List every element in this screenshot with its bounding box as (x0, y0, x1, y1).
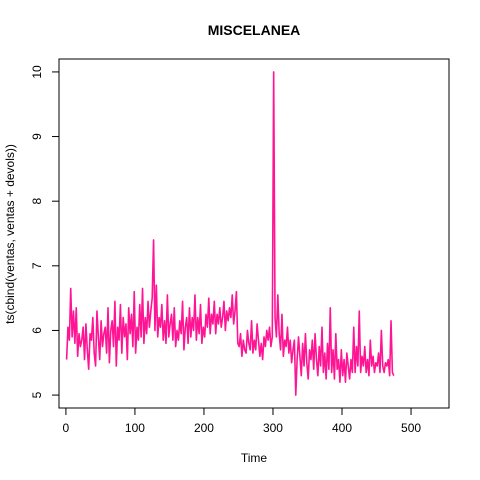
chart-title: MISCELANEA (208, 22, 301, 38)
series-line-1 (65, 71, 395, 396)
y-axis: 5 6 7 8 9 10 (30, 65, 60, 398)
y-tick-label: 9 (30, 133, 44, 140)
y-tick-label: 5 (30, 391, 44, 398)
x-tick-label: 200 (194, 421, 214, 435)
y-tick-label: 8 (30, 198, 44, 205)
x-tick-label: 100 (125, 421, 145, 435)
x-tick-label: 0 (63, 421, 70, 435)
series-layer (65, 71, 395, 396)
y-tick-label: 6 (30, 327, 44, 334)
y-tick-label: 7 (30, 262, 44, 269)
x-tick-label: 500 (401, 421, 421, 435)
x-axis: 0 100 200 300 400 500 (63, 407, 421, 435)
x-tick-label: 400 (332, 421, 352, 435)
x-tick-label: 300 (263, 421, 283, 435)
x-axis-title: Time (241, 451, 268, 465)
y-axis-title: ts(cbind(ventas, ventas + devols)) (3, 144, 17, 324)
y-tick-label: 10 (30, 65, 44, 79)
